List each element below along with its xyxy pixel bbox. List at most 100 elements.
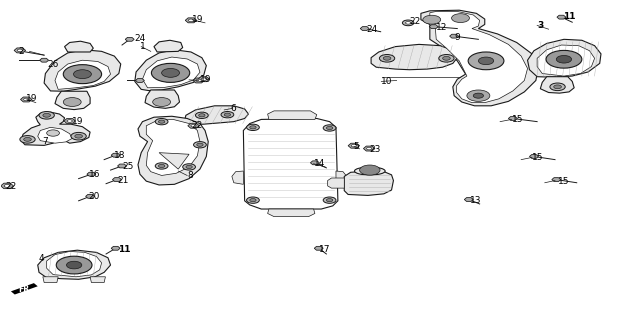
Circle shape — [250, 126, 256, 129]
Polygon shape — [87, 172, 96, 176]
Circle shape — [56, 256, 92, 274]
Polygon shape — [198, 77, 209, 82]
Polygon shape — [429, 25, 438, 29]
Polygon shape — [135, 50, 206, 91]
Circle shape — [186, 165, 192, 169]
Polygon shape — [268, 111, 317, 120]
Polygon shape — [55, 91, 90, 110]
Text: 17: 17 — [319, 245, 330, 254]
Circle shape — [63, 98, 81, 107]
Circle shape — [380, 54, 395, 62]
Circle shape — [224, 113, 230, 116]
Circle shape — [162, 68, 179, 77]
Text: 15: 15 — [557, 177, 569, 186]
Text: 21: 21 — [118, 176, 129, 185]
Text: 19: 19 — [26, 94, 38, 103]
Circle shape — [406, 22, 411, 24]
Circle shape — [326, 126, 333, 129]
Polygon shape — [344, 171, 394, 195]
Text: 10: 10 — [381, 77, 393, 86]
Circle shape — [452, 14, 469, 23]
Text: 4: 4 — [39, 254, 45, 263]
Text: 19: 19 — [200, 75, 211, 84]
Text: FR.: FR. — [18, 285, 32, 294]
Polygon shape — [336, 171, 347, 184]
Circle shape — [159, 164, 165, 168]
Polygon shape — [136, 79, 145, 82]
Polygon shape — [44, 50, 121, 91]
Polygon shape — [465, 197, 473, 201]
Polygon shape — [21, 112, 90, 145]
Text: 5: 5 — [353, 142, 359, 151]
Circle shape — [443, 56, 451, 60]
Text: 11: 11 — [563, 12, 575, 21]
Text: 22: 22 — [410, 17, 420, 26]
Text: 7: 7 — [42, 137, 48, 146]
Circle shape — [156, 163, 168, 169]
Polygon shape — [364, 146, 375, 151]
Circle shape — [17, 49, 22, 52]
Polygon shape — [125, 38, 134, 41]
Circle shape — [43, 114, 51, 117]
Polygon shape — [557, 15, 566, 19]
Text: 9: 9 — [454, 33, 460, 42]
Polygon shape — [38, 250, 111, 279]
Polygon shape — [118, 164, 127, 168]
Polygon shape — [540, 77, 574, 93]
Circle shape — [24, 137, 31, 141]
Circle shape — [383, 56, 391, 60]
Circle shape — [63, 65, 102, 84]
Text: 12: 12 — [436, 23, 447, 32]
Polygon shape — [527, 39, 601, 77]
Circle shape — [74, 70, 92, 79]
Circle shape — [367, 147, 372, 150]
Text: 3: 3 — [537, 21, 543, 30]
Polygon shape — [529, 155, 538, 158]
Polygon shape — [188, 123, 199, 128]
Polygon shape — [65, 41, 93, 52]
Circle shape — [556, 55, 572, 63]
Polygon shape — [371, 45, 458, 70]
Polygon shape — [14, 48, 26, 53]
Circle shape — [246, 124, 259, 130]
Polygon shape — [232, 171, 243, 184]
Circle shape — [193, 142, 206, 148]
Circle shape — [188, 19, 193, 22]
Polygon shape — [64, 119, 76, 123]
Circle shape — [152, 63, 189, 82]
Circle shape — [250, 198, 256, 202]
Polygon shape — [43, 277, 58, 282]
Text: 6: 6 — [230, 104, 236, 113]
Polygon shape — [47, 252, 102, 277]
Text: 22: 22 — [6, 182, 17, 191]
Circle shape — [467, 90, 490, 101]
Polygon shape — [268, 209, 315, 217]
Polygon shape — [552, 178, 561, 182]
Polygon shape — [154, 40, 182, 52]
Circle shape — [546, 50, 582, 68]
Text: 24: 24 — [135, 34, 146, 43]
Polygon shape — [1, 183, 13, 189]
Polygon shape — [450, 34, 459, 38]
Circle shape — [195, 112, 208, 119]
Polygon shape — [143, 57, 200, 88]
Circle shape — [182, 164, 195, 170]
Circle shape — [159, 120, 165, 123]
Polygon shape — [421, 10, 538, 106]
Circle shape — [473, 93, 483, 98]
Polygon shape — [86, 194, 95, 198]
Circle shape — [201, 78, 206, 80]
Circle shape — [323, 197, 336, 203]
Text: 19: 19 — [72, 116, 84, 126]
Circle shape — [403, 20, 414, 26]
Circle shape — [550, 83, 565, 91]
Polygon shape — [193, 78, 204, 83]
Polygon shape — [40, 58, 49, 62]
Text: 16: 16 — [89, 170, 100, 179]
Circle shape — [323, 125, 336, 131]
Polygon shape — [38, 127, 72, 143]
Polygon shape — [138, 116, 208, 185]
Circle shape — [351, 144, 356, 147]
Text: 24: 24 — [366, 25, 377, 34]
Circle shape — [71, 132, 86, 140]
